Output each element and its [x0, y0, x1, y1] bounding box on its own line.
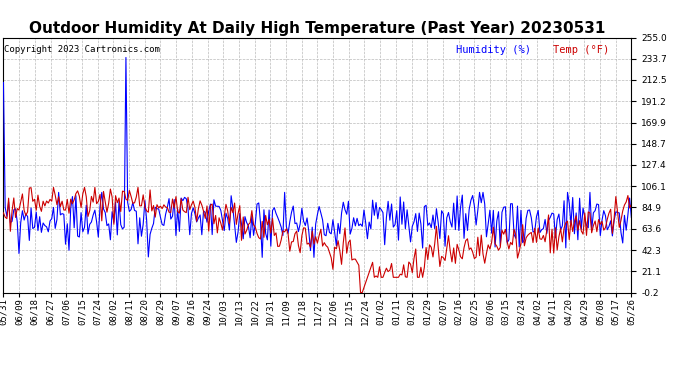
Text: Humidity (%): Humidity (%) — [455, 45, 531, 55]
Title: Outdoor Humidity At Daily High Temperature (Past Year) 20230531: Outdoor Humidity At Daily High Temperatu… — [29, 21, 606, 36]
Text: Temp (°F): Temp (°F) — [553, 45, 609, 55]
Text: Copyright 2023 Cartronics.com: Copyright 2023 Cartronics.com — [4, 45, 160, 54]
